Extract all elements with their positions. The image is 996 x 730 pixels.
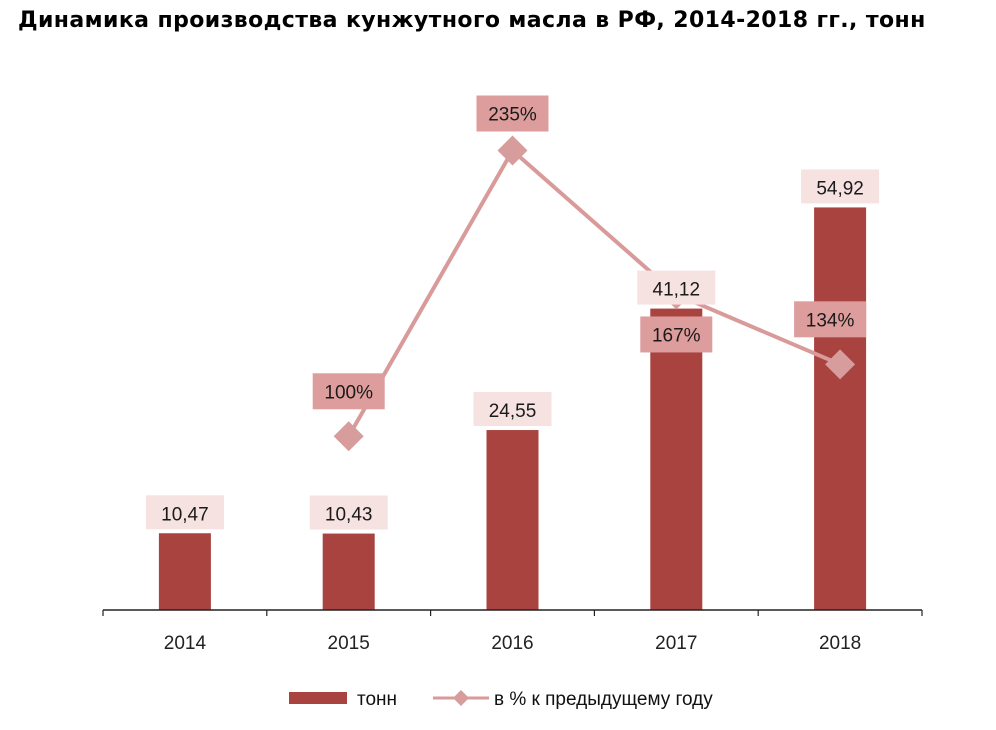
bar-2015 — [322, 533, 375, 610]
bar-data-labels: 10,47 10,43 24,55 41,12 54,92 — [145, 169, 880, 530]
x-tick-label-2016: 2016 — [491, 633, 533, 654]
percent-marker-2018 — [825, 349, 856, 380]
x-tick-label-2014: 2014 — [164, 633, 207, 654]
bar-label-bg-2017 — [637, 270, 716, 305]
x-axis-ticks — [102, 610, 923, 616]
chart-title: Динамика производства кунжутного масла в… — [18, 8, 926, 33]
x-tick-label-2018: 2018 — [819, 633, 861, 654]
legend-label-bars: тонн — [357, 689, 397, 710]
line-label-bg-2017 — [640, 316, 713, 353]
bar-label-bg-2018 — [801, 169, 880, 204]
line-data-label-2018: 134% — [806, 310, 855, 331]
legend-swatch-marker — [453, 690, 469, 706]
percent-marker-2015 — [333, 421, 364, 452]
legend-label-line: в % к предыдущему году — [494, 689, 713, 710]
line-series — [333, 135, 856, 452]
line-data-label-2016: 235% — [488, 105, 537, 126]
line-label-bg-2016 — [476, 95, 549, 132]
bar-data-label-2014: 10,47 — [161, 504, 209, 525]
line-label-bg-2018 — [794, 301, 867, 338]
bar-2016 — [486, 430, 539, 610]
x-axis-labels: 2014 2015 2016 2017 2018 — [164, 633, 861, 654]
legend-swatch-bars — [289, 692, 347, 704]
bar-2014 — [158, 533, 211, 610]
bar-label-bg-2014 — [145, 495, 224, 530]
bar-2018 — [814, 207, 867, 610]
legend: тонн в % к предыдущему году — [289, 689, 713, 710]
percent-marker-2016 — [497, 135, 528, 166]
bar-data-label-2016: 24,55 — [489, 401, 537, 422]
bar-label-bg-2016 — [473, 392, 552, 427]
x-tick-label-2017: 2017 — [655, 633, 697, 654]
line-data-label-2015: 100% — [324, 382, 373, 403]
x-tick-label-2015: 2015 — [328, 633, 370, 654]
bar-data-label-2017: 41,12 — [653, 280, 701, 301]
bar-data-label-2018: 54,92 — [816, 178, 864, 199]
bar-data-label-2015: 10,43 — [325, 505, 373, 526]
line-label-bg-2015 — [312, 373, 385, 410]
line-data-labels: 100% 235% 167% 134% — [312, 95, 867, 410]
bar-series — [158, 207, 867, 610]
bar-label-bg-2015 — [309, 495, 388, 530]
line-data-label-2017: 167% — [652, 325, 701, 346]
percent-line — [346, 148, 841, 438]
bar-2017 — [650, 308, 703, 610]
